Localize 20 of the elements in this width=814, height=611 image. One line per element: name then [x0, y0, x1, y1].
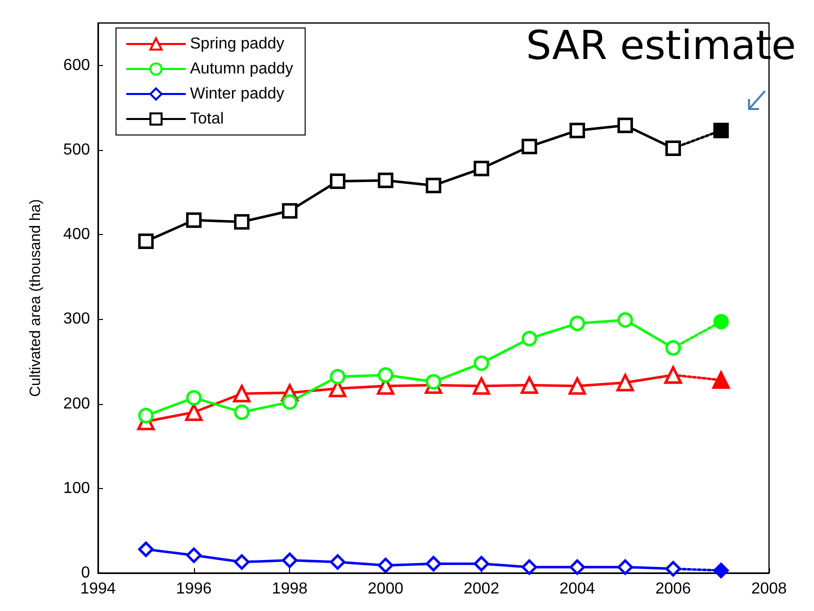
x-tick-label: 2000 [368, 580, 404, 598]
y-tick-label: 600 [63, 56, 90, 74]
y-tick-label: 400 [63, 226, 90, 244]
legend-label: Total [190, 110, 224, 128]
x-tick-label: 1996 [176, 580, 212, 598]
y-tick-label: 200 [63, 395, 90, 412]
y-axis-title: Cultivated area (thousand ha) [27, 199, 44, 397]
y-tick-label: 500 [63, 141, 90, 158]
x-tick-label: 2008 [751, 580, 787, 598]
x-tick-label: 1998 [272, 580, 308, 598]
x-tick-label: 2004 [559, 580, 596, 598]
y-tick-label: 0 [81, 564, 90, 582]
legend-label: Spring paddy [190, 36, 284, 52]
y-tick-label: 300 [63, 310, 90, 328]
x-tick-label: 2002 [464, 580, 500, 598]
y-tick-label: 100 [63, 480, 90, 497]
legend-label: Winter paddy [190, 86, 284, 102]
x-tick-label: 1994 [80, 580, 116, 598]
x-tick-label: 2006 [655, 580, 692, 598]
legend-label: Autumn paddy [190, 60, 294, 78]
